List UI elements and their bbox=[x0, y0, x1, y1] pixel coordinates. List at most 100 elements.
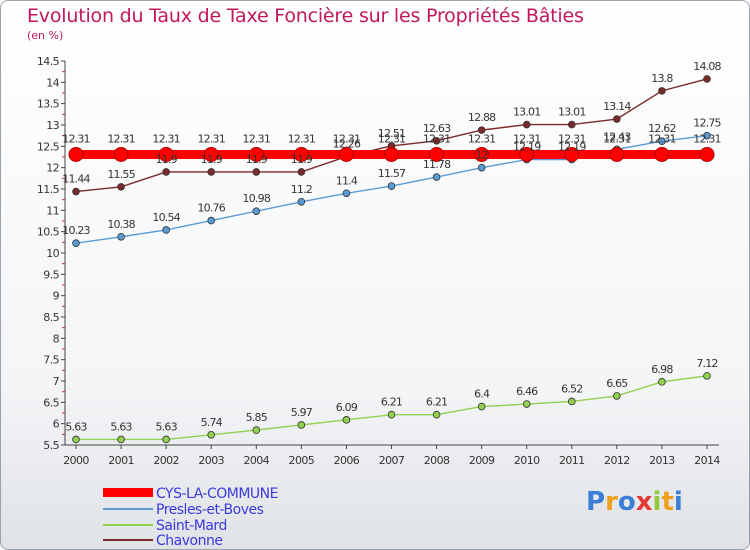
data-label: 12.31 bbox=[107, 132, 135, 145]
data-label: 11.57 bbox=[378, 167, 406, 180]
data-point bbox=[429, 146, 445, 162]
data-point bbox=[703, 131, 711, 140]
data-point bbox=[252, 168, 261, 176]
data-point bbox=[342, 189, 351, 198]
chart-unit-label: (en %) bbox=[27, 29, 64, 42]
data-point bbox=[158, 146, 174, 162]
logo-letter: x bbox=[635, 487, 653, 517]
y-tick-label: 10 bbox=[46, 247, 59, 260]
data-point bbox=[699, 146, 715, 162]
data-label: 12.31 bbox=[693, 132, 721, 145]
y-tick-label: 6 bbox=[53, 418, 60, 431]
data-point bbox=[387, 410, 396, 419]
data-point bbox=[522, 400, 531, 408]
data-point bbox=[477, 163, 486, 172]
data-label: 12.26 bbox=[333, 138, 361, 151]
data-point bbox=[432, 173, 441, 181]
data-label: 12.31 bbox=[648, 132, 676, 145]
y-tick-label: 8.5 bbox=[43, 311, 59, 324]
data-point bbox=[297, 421, 306, 429]
y-tick-label: 11 bbox=[46, 204, 59, 217]
logo-letter: r bbox=[605, 487, 618, 517]
legend-label: CYS-LA-COMMUNE bbox=[156, 486, 278, 502]
data-point bbox=[117, 232, 125, 241]
x-tick-label: 2013 bbox=[649, 454, 675, 467]
data-label: 12.63 bbox=[423, 122, 451, 135]
data-label: 12 bbox=[475, 149, 487, 162]
x-tick-label: 2014 bbox=[694, 454, 720, 467]
data-label: 14.08 bbox=[693, 60, 721, 73]
data-point bbox=[658, 87, 666, 95]
data-point bbox=[703, 75, 711, 83]
x-tick-label: 2000 bbox=[63, 454, 89, 467]
data-label: 12.51 bbox=[378, 127, 406, 140]
data-point bbox=[162, 168, 170, 176]
data-label: 13.8 bbox=[651, 72, 673, 85]
data-point bbox=[72, 239, 80, 247]
y-tick-label: 14 bbox=[46, 76, 59, 89]
x-tick-label: 2002 bbox=[153, 454, 179, 467]
data-point bbox=[477, 402, 486, 411]
data-label: 12.43 bbox=[603, 130, 631, 143]
data-label: 13.01 bbox=[558, 106, 586, 119]
data-label: 10.38 bbox=[107, 218, 135, 231]
data-label: 6.09 bbox=[336, 401, 358, 414]
logo-letter: P bbox=[586, 487, 606, 517]
data-point bbox=[252, 426, 261, 434]
x-tick-label: 2012 bbox=[604, 454, 630, 467]
data-point bbox=[297, 198, 306, 206]
data-label: 6.65 bbox=[606, 377, 628, 390]
data-label: 10.76 bbox=[197, 202, 225, 215]
data-label: 6.21 bbox=[426, 396, 447, 409]
data-label: 13.01 bbox=[513, 106, 541, 119]
y-tick-label: 7 bbox=[53, 375, 60, 388]
data-label: 12.31 bbox=[378, 132, 406, 145]
data-label: 12.31 bbox=[558, 132, 586, 145]
x-tick-label: 2009 bbox=[469, 454, 495, 467]
data-point bbox=[564, 146, 580, 162]
data-label: 5.97 bbox=[291, 406, 313, 419]
data-point bbox=[658, 137, 666, 146]
data-label: 12.31 bbox=[333, 132, 361, 145]
data-point bbox=[522, 120, 531, 129]
data-label: 10.23 bbox=[62, 224, 90, 237]
data-point bbox=[207, 216, 216, 225]
y-tick-label: 12.5 bbox=[37, 140, 60, 153]
data-label: 12.75 bbox=[693, 117, 721, 130]
data-label: 6.52 bbox=[561, 382, 582, 395]
data-point bbox=[387, 182, 396, 190]
data-point bbox=[703, 372, 711, 380]
data-label: 12.31 bbox=[152, 132, 180, 145]
data-point bbox=[207, 430, 216, 439]
x-tick-label: 2005 bbox=[289, 454, 315, 467]
data-label: 7.12 bbox=[696, 357, 717, 370]
data-label: 5.63 bbox=[65, 420, 87, 433]
data-point bbox=[567, 120, 576, 129]
data-label: 12.31 bbox=[468, 132, 496, 145]
data-label: 6.98 bbox=[651, 363, 673, 376]
y-tick-label: 8 bbox=[53, 332, 60, 345]
data-point bbox=[658, 378, 666, 386]
data-label: 5.85 bbox=[246, 411, 268, 424]
data-label: 11.78 bbox=[423, 158, 451, 171]
data-point bbox=[342, 416, 351, 424]
data-point bbox=[519, 146, 535, 162]
y-tick-label: 9 bbox=[53, 290, 60, 303]
data-label: 6.46 bbox=[516, 385, 538, 398]
logo-letter: t bbox=[661, 487, 674, 517]
data-point bbox=[72, 187, 80, 196]
x-tick-label: 2008 bbox=[424, 454, 450, 467]
data-label: 12.31 bbox=[423, 132, 451, 145]
data-point bbox=[117, 183, 125, 191]
data-label: 11.9 bbox=[155, 153, 177, 166]
data-label: 5.63 bbox=[155, 420, 177, 433]
x-tick-label: 2003 bbox=[198, 454, 224, 467]
legend-swatch bbox=[103, 488, 153, 497]
data-point bbox=[248, 146, 264, 162]
data-label: 12.88 bbox=[468, 111, 496, 124]
data-point bbox=[162, 226, 170, 234]
data-point bbox=[252, 207, 261, 215]
data-label: 11.44 bbox=[62, 173, 90, 186]
data-label: 10.98 bbox=[243, 192, 271, 205]
